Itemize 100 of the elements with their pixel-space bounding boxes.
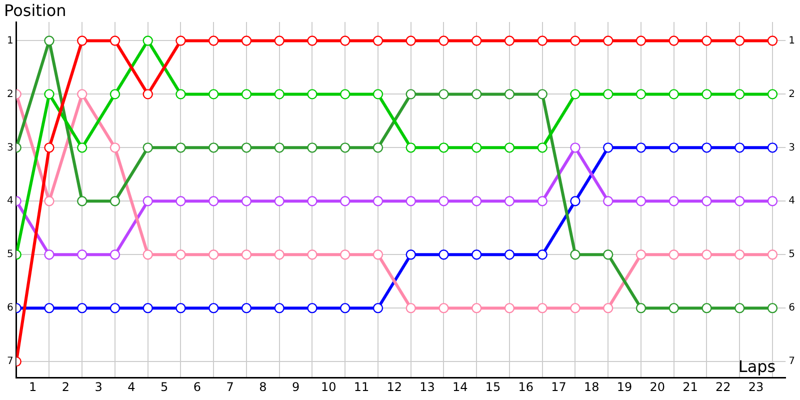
y2-tick-label: 1 (788, 35, 796, 46)
point (406, 196, 416, 206)
point (77, 196, 88, 206)
point (636, 142, 646, 153)
point (537, 36, 548, 46)
point (77, 250, 88, 260)
point (472, 302, 482, 314)
point (734, 196, 745, 206)
x-tick-label: 12 (386, 380, 402, 394)
point (372, 89, 384, 100)
point (274, 89, 284, 100)
x-tick-label: 3 (94, 380, 102, 394)
point (636, 302, 646, 314)
point (208, 36, 219, 46)
point (110, 142, 120, 153)
point (668, 196, 679, 206)
x-tick-label: 13 (420, 380, 435, 394)
point (44, 250, 54, 260)
point (406, 89, 416, 100)
point (603, 89, 614, 100)
point (767, 250, 778, 260)
point (734, 142, 745, 153)
x-tick-label: 19 (616, 380, 632, 394)
x-tick-label: 16 (518, 380, 534, 394)
point (504, 36, 515, 46)
point (406, 250, 416, 260)
point (702, 36, 712, 46)
point (406, 142, 416, 153)
point (208, 250, 219, 260)
point (636, 250, 646, 260)
point (307, 89, 318, 100)
point (438, 89, 449, 100)
point (472, 196, 482, 206)
point (570, 250, 580, 260)
point (176, 142, 186, 153)
point (603, 302, 614, 314)
x-tick-label: 15 (485, 380, 501, 394)
point (176, 250, 186, 260)
point (472, 89, 482, 100)
x-tick-label: 11 (354, 380, 370, 394)
point (702, 89, 712, 100)
point (208, 302, 219, 314)
point (570, 196, 580, 206)
point (504, 250, 515, 260)
point (472, 250, 482, 260)
point (241, 302, 252, 314)
point (176, 302, 186, 314)
x-tick-label: 22 (716, 380, 731, 394)
point (208, 196, 219, 206)
point (142, 36, 153, 46)
point (110, 302, 120, 314)
point (110, 250, 120, 260)
point (438, 196, 449, 206)
x-tick-label: 1 (28, 380, 37, 394)
point (208, 89, 219, 100)
point (504, 142, 515, 153)
point (110, 36, 120, 46)
x-axis-title: Laps (738, 356, 776, 376)
y-tick-label: 5 (6, 249, 14, 260)
x-tick-label: 2 (62, 380, 70, 394)
point (702, 250, 712, 260)
x-tick-label: 23 (748, 380, 764, 394)
y-tick-label: 6 (6, 302, 14, 314)
y-tick-label: 7 (6, 356, 14, 368)
point (142, 89, 153, 100)
point (44, 142, 54, 153)
point (603, 196, 614, 206)
point (668, 250, 679, 260)
point (340, 250, 350, 260)
point (307, 142, 318, 153)
point (274, 36, 284, 46)
point (241, 36, 252, 46)
x-tick-label: 17 (551, 380, 566, 394)
point (570, 36, 580, 46)
point (570, 302, 580, 314)
y-tick-label: 2 (6, 88, 14, 100)
point (44, 302, 54, 314)
point (734, 250, 745, 260)
point (537, 250, 548, 260)
point (636, 36, 646, 46)
point (307, 196, 318, 206)
x-tick-label: 9 (292, 380, 300, 394)
point (636, 89, 646, 100)
y2-tick-label: 7 (788, 356, 796, 368)
y2-tick-label: 3 (788, 142, 796, 154)
point (340, 89, 350, 100)
point (307, 36, 318, 46)
x-tick-label: 5 (160, 380, 168, 394)
point (340, 36, 350, 46)
point (372, 196, 384, 206)
point (472, 36, 482, 46)
point (241, 196, 252, 206)
point (603, 36, 614, 46)
point (372, 302, 384, 314)
point (110, 196, 120, 206)
point (636, 196, 646, 206)
point (372, 36, 384, 46)
point (603, 142, 614, 153)
point (176, 196, 186, 206)
point (274, 196, 284, 206)
